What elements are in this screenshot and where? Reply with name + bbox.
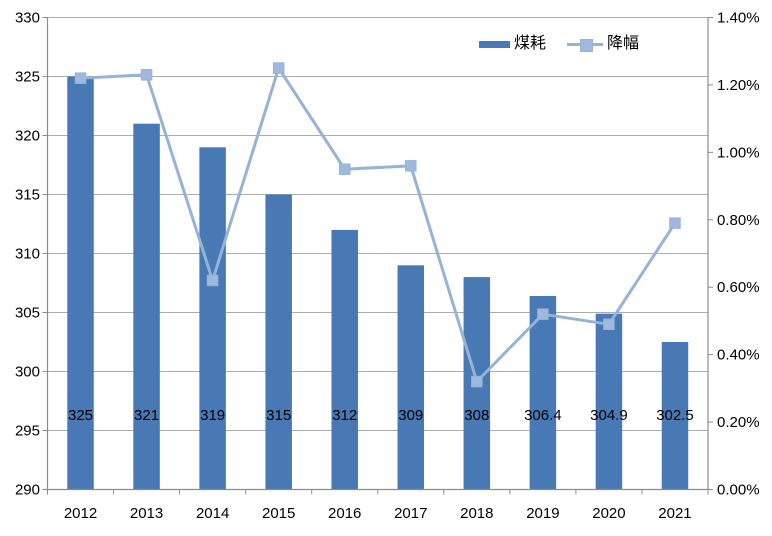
x-axis-category-label: 2021 xyxy=(658,505,691,522)
bar xyxy=(397,265,425,490)
bar xyxy=(661,342,689,490)
legend-label-bar-series: 煤耗 xyxy=(514,35,547,52)
x-axis-category-label: 2015 xyxy=(262,505,295,522)
line-marker xyxy=(405,160,417,172)
bar-data-label: 304.9 xyxy=(590,407,628,424)
right-axis-tick-label: 1.20% xyxy=(717,77,760,94)
right-axis-tick-label: 0.80% xyxy=(717,212,760,229)
line-marker xyxy=(471,375,483,388)
left-axis-tick-label: 315 xyxy=(15,187,40,204)
line-marker xyxy=(272,62,285,74)
bar xyxy=(133,123,160,490)
bar-data-label: 302.5 xyxy=(656,407,694,424)
left-axis-tick-label: 300 xyxy=(15,364,40,381)
bar xyxy=(67,76,94,490)
x-axis-category-label: 2019 xyxy=(526,505,559,522)
bar-data-label: 321 xyxy=(134,407,159,424)
legend-label-line-series: 降幅 xyxy=(607,35,640,52)
line-marker xyxy=(206,274,219,287)
bar-data-label: 312 xyxy=(332,407,357,424)
line-series-swatch xyxy=(567,38,604,52)
right-axis-tick-label: 0.40% xyxy=(717,347,760,364)
x-axis-category-label: 2014 xyxy=(196,505,229,522)
line-series xyxy=(80,64,677,385)
left-axis-tick-label: 310 xyxy=(15,246,40,263)
bar-data-label: 315 xyxy=(266,407,291,424)
right-axis-tick-label: 1.00% xyxy=(717,144,760,161)
left-axis-tick-label: 320 xyxy=(15,128,40,145)
left-axis-tick-label: 305 xyxy=(15,305,40,322)
x-axis-category-label: 2016 xyxy=(328,505,361,522)
legend-entry-line-series: 降幅 xyxy=(567,34,639,54)
line-marker xyxy=(603,318,615,331)
legend-entry-bar-series: 煤耗 xyxy=(479,34,546,54)
bar-series-swatch xyxy=(479,40,510,48)
bar-data-label: 306.4 xyxy=(524,407,562,424)
bar-data-label: 308 xyxy=(464,407,489,424)
bar-data-label: 325 xyxy=(68,407,93,424)
bar xyxy=(199,147,226,490)
bar-data-label: 309 xyxy=(398,407,423,424)
bar xyxy=(529,295,557,490)
left-axis-tick-label: 295 xyxy=(15,423,40,440)
line-marker xyxy=(74,72,87,84)
bar xyxy=(331,229,358,490)
left-axis-tick-label: 290 xyxy=(15,482,40,499)
line-marker xyxy=(669,217,681,229)
line-marker xyxy=(140,69,153,81)
line-marker xyxy=(338,163,351,175)
left-axis-tick-label: 325 xyxy=(15,69,40,86)
line-marker-icon xyxy=(580,38,594,52)
x-axis-category-label: 2018 xyxy=(460,505,493,522)
right-axis-tick-label: 0.60% xyxy=(717,279,760,296)
bar-data-label: 319 xyxy=(200,407,225,424)
right-axis-tick-label: 1.40% xyxy=(717,10,760,27)
line-marker xyxy=(537,308,549,320)
bar xyxy=(595,313,623,490)
left-axis-tick-label: 330 xyxy=(15,10,40,27)
right-axis-tick-label: 0.20% xyxy=(717,414,760,431)
chart-legend: 煤耗 降幅 xyxy=(479,34,639,54)
bar xyxy=(265,194,292,490)
x-axis-category-label: 2020 xyxy=(592,505,625,522)
x-axis-category-label: 2013 xyxy=(130,505,163,522)
x-axis-category-label: 2017 xyxy=(394,505,427,522)
right-axis-tick-label: 0.00% xyxy=(717,482,760,499)
x-axis-category-label: 2012 xyxy=(64,505,97,522)
